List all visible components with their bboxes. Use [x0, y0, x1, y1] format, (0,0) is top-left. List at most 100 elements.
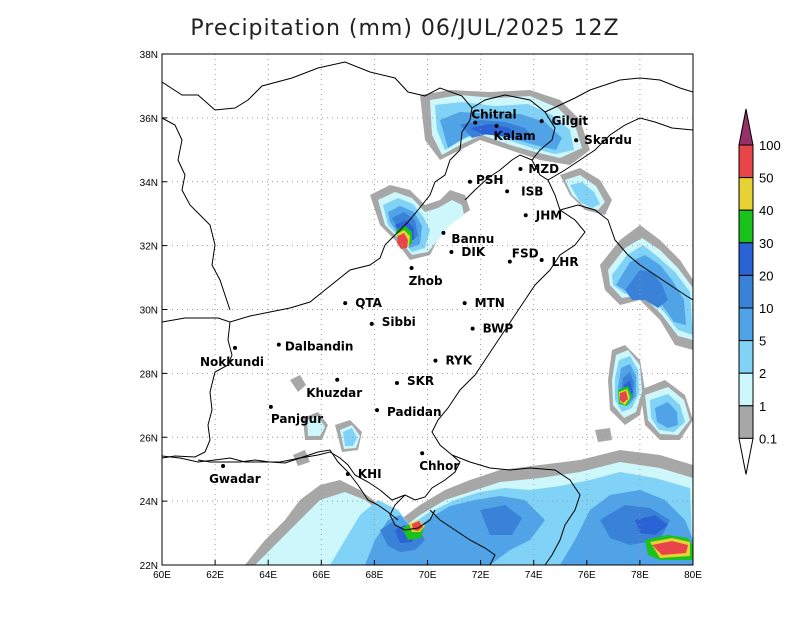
city-label: Sibbi [382, 315, 416, 329]
city-label: ISB [521, 184, 543, 198]
city-marker [268, 404, 273, 409]
city-marker [574, 138, 579, 143]
colorbar-segment [738, 405, 754, 439]
city-label: Chhor [419, 459, 459, 473]
colorbar-label: 0.1 [759, 431, 777, 446]
x-tick-label: 62E [206, 570, 224, 581]
city-label: RYK [445, 354, 472, 368]
city-marker [473, 120, 478, 125]
lat-lon-grid [162, 54, 693, 565]
city-labels: Chitral Gilgit Kalam Skardu MZD PSH ISB JHM Bann… [200, 108, 632, 486]
city-label: Khuzdar [306, 386, 362, 400]
city-marker [467, 179, 472, 184]
city-label: Kalam [494, 129, 536, 143]
city-label: MTN [475, 296, 505, 310]
city-marker [462, 301, 467, 306]
city-marker [470, 326, 475, 331]
colorbar-label: 5 [759, 334, 766, 349]
city-marker [394, 380, 399, 385]
y-axis-ticks: 22N 24N 26N 28N 30N 32N 34N 36N 38N [140, 50, 167, 572]
y-tick-label: 22N [140, 561, 158, 572]
x-tick-label: 60E [153, 570, 171, 581]
city-marker [345, 471, 350, 476]
x-tick-label: 74E [525, 570, 543, 581]
city-label: Chitral [471, 108, 516, 122]
colorbar-segment [738, 372, 754, 407]
colorbar-label: 40 [759, 203, 773, 218]
y-tick-label: 34N [140, 178, 158, 189]
city-marker [523, 213, 528, 218]
y-tick-label: 32N [140, 242, 158, 253]
colorbar-segment [738, 144, 754, 179]
y-tick-label: 36N [140, 114, 158, 125]
y-tick-label: 28N [140, 369, 158, 380]
city-marker [494, 123, 499, 128]
city-label: LHR [552, 255, 579, 269]
city-label: Nokkundi [200, 355, 264, 369]
city-label: Gilgit [552, 114, 589, 128]
x-tick-label: 78E [631, 570, 649, 581]
y-tick-label: 38N [140, 50, 158, 61]
city-marker [409, 265, 414, 270]
city-marker [221, 463, 226, 468]
city-label: FSD [512, 247, 539, 261]
colorbar-bottom-arrow [738, 437, 754, 475]
city-marker [335, 377, 340, 382]
colorbar-label: 20 [759, 268, 773, 283]
city-label: Skardu [584, 133, 632, 147]
map-title: Precipitation (mm) 06/JUL/2025 12Z [190, 16, 620, 41]
x-tick-label: 72E [472, 570, 490, 581]
y-tick-label: 26N [140, 433, 158, 444]
colorbar-label: 30 [759, 236, 773, 251]
city-marker [276, 342, 281, 347]
x-axis-ticks: 60E 62E 64E 66E 68E 70E 72E 74E 76E 78E 80E [153, 560, 702, 581]
country-borders [162, 61, 693, 565]
x-tick-label: 66E [312, 570, 330, 581]
colorbar-segment [738, 307, 754, 342]
colorbar-legend: 100 50 40 30 20 10 5 2 1 0.1 [738, 108, 781, 475]
city-marker [518, 166, 523, 171]
colorbar-segment [738, 242, 754, 276]
colorbar-label: 50 [759, 171, 773, 186]
city-label: Bannu [451, 232, 494, 246]
city-label: MZD [528, 162, 559, 176]
city-label: SKR [407, 374, 434, 388]
city-marker [449, 250, 454, 255]
x-tick-label: 64E [259, 570, 277, 581]
colorbar-segment [738, 209, 754, 244]
city-marker [539, 257, 544, 262]
city-label: Dalbandin [285, 340, 354, 354]
x-tick-label: 76E [578, 570, 596, 581]
colorbar-label: 10 [759, 301, 773, 316]
city-marker [505, 189, 510, 194]
city-label: Gwadar [209, 472, 261, 486]
colorbar-segment [738, 177, 754, 211]
colorbar-label: 100 [759, 138, 781, 153]
colorbar-segment [738, 274, 754, 309]
city-marker [369, 321, 374, 326]
city-label: Panjgur [271, 412, 323, 426]
city-marker [233, 345, 238, 350]
city-label: QTA [355, 296, 382, 310]
city-marker [343, 301, 348, 306]
y-tick-label: 30N [140, 306, 158, 317]
x-tick-label: 70E [419, 570, 437, 581]
city-marker [433, 358, 438, 363]
city-label: Padidan [387, 405, 442, 419]
city-label: BWP [483, 322, 514, 336]
city-label: Zhob [409, 274, 443, 288]
y-tick-label: 24N [140, 497, 158, 508]
colorbar-label: 2 [759, 366, 766, 381]
city-marker [375, 408, 380, 413]
city-marker [539, 119, 544, 124]
city-marker [507, 259, 512, 264]
precipitation-field [245, 90, 693, 565]
x-tick-label: 80E [684, 570, 702, 581]
city-label: KHI [358, 467, 382, 481]
city-marker [441, 230, 446, 235]
x-tick-label: 68E [366, 570, 384, 581]
colorbar-label: 1 [759, 399, 766, 414]
city-label: PSH [476, 173, 503, 187]
city-label: JHM [535, 208, 562, 222]
